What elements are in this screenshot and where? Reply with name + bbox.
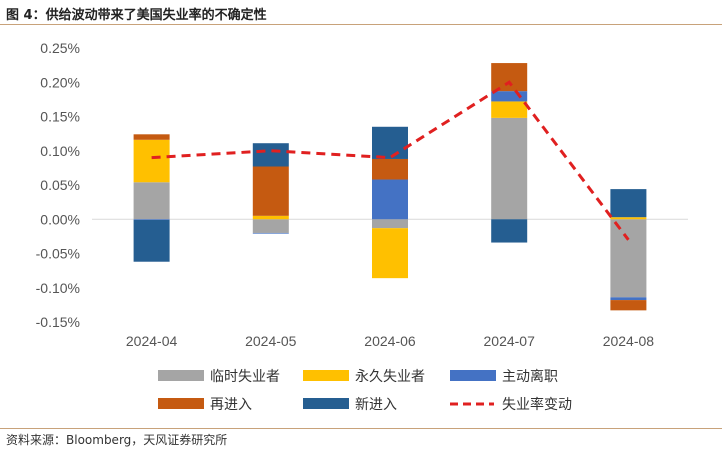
legend-swatch — [450, 370, 496, 381]
unemployment-change-line — [151, 80, 630, 241]
bar-segment — [491, 63, 528, 92]
legend-swatch — [158, 398, 204, 409]
title-rule — [0, 24, 722, 25]
bar-segment — [133, 219, 170, 220]
source-note: 资料来源：Bloomberg，天风证券研究所 — [6, 433, 228, 447]
bar-segment — [610, 297, 647, 301]
x-tick-label: 2024-05 — [245, 333, 297, 349]
y-tick-label: 0.20% — [40, 74, 80, 90]
x-tick-label: 2024-06 — [364, 333, 416, 349]
bar-segment — [610, 300, 647, 311]
axis-layer: 0.25% 0.20% 0.15% 0.10% 0.05% 0.00% -0.05% -0.1… — [36, 40, 688, 349]
y-tick-label: -0.05% — [36, 246, 80, 262]
y-tick-label: 0.10% — [40, 143, 80, 159]
legend-label: 失业率变动 — [502, 396, 572, 413]
legend-label: 再进入 — [210, 397, 252, 413]
x-tick-label: 2024-04 — [126, 333, 178, 349]
legend-label: 临时失业者 — [210, 369, 280, 385]
source-rule — [0, 428, 722, 429]
y-tick-label: 0.00% — [40, 211, 80, 227]
bar-segment — [491, 101, 528, 118]
bar-segment — [610, 189, 647, 218]
bar-segment — [372, 219, 408, 229]
x-tick-label: 2024-07 — [484, 333, 536, 349]
bar-layer — [133, 63, 647, 311]
bar-segment — [252, 166, 289, 216]
y-tick-label: 0.15% — [40, 109, 80, 125]
chart-area: 0.25% 0.20% 0.15% 0.10% 0.05% 0.00% -0.05% -0.1… — [36, 40, 688, 413]
bar-segment — [133, 182, 170, 220]
bar-segment — [372, 158, 408, 180]
legend-swatch — [158, 370, 204, 381]
bar-segment — [491, 219, 528, 243]
legend-swatch — [303, 398, 349, 409]
bar-segment — [491, 91, 528, 102]
bar-segment — [372, 228, 408, 279]
bar-segment — [491, 117, 528, 220]
legend-swatch — [303, 370, 349, 381]
bar-segment — [133, 139, 170, 183]
legend-label: 主动离职 — [502, 368, 558, 385]
bar-segment — [610, 219, 647, 298]
x-tick-label: 2024-08 — [603, 333, 655, 349]
line-layer — [151, 80, 630, 241]
legend-label: 永久失业者 — [355, 369, 425, 385]
bar-segment — [252, 232, 289, 234]
y-tick-label: -0.10% — [36, 280, 80, 296]
bar-segment — [372, 179, 408, 220]
y-tick-label: -0.15% — [36, 314, 80, 330]
bar-segment — [372, 126, 408, 159]
y-tick-label: 0.25% — [40, 40, 80, 56]
bar-segment — [252, 215, 289, 220]
bar-segment — [252, 219, 289, 233]
bar-segment — [133, 134, 170, 140]
bar-segment — [252, 143, 289, 167]
bar-segment — [610, 217, 647, 220]
chart-title: 图 4：供给波动带来了美国失业率的不确定性 — [6, 8, 267, 23]
y-tick-label: 0.05% — [40, 177, 80, 193]
legend-label: 新进入 — [355, 397, 397, 413]
bar-segment — [133, 219, 170, 262]
